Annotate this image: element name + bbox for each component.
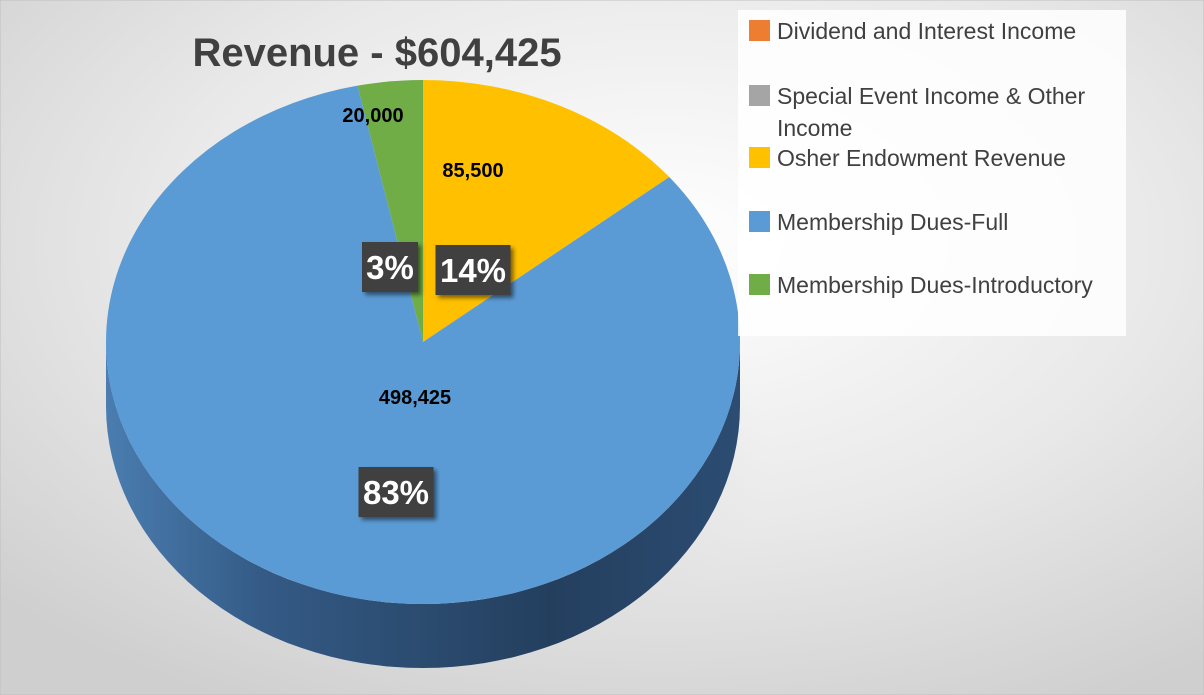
legend-label: Osher Endowment Revenue <box>777 145 1066 171</box>
legend-label: Special Event Income & Other <box>777 83 1085 109</box>
percent-box-membership-dues-full <box>358 467 434 517</box>
legend: Dividend and Interest Income Special Even… <box>749 18 1093 298</box>
legend-swatch <box>749 211 770 232</box>
pie-slice-membership-dues-full <box>106 85 741 604</box>
legend-swatch <box>749 85 770 106</box>
legend-item-osher-endowment-revenue: Osher Endowment Revenue <box>749 145 1066 171</box>
pie-side-face <box>106 342 740 668</box>
legend-swatch <box>749 274 770 295</box>
legend-label: Membership Dues-Introductory <box>777 272 1093 298</box>
value-labels: 85,500 498,425 20,000 <box>342 105 503 409</box>
legend-item-membership-dues-introductory: Membership Dues-Introductory <box>749 272 1093 298</box>
percent-box-membership-dues-introductory <box>362 242 418 292</box>
legend-item-membership-dues-full: Membership Dues-Full <box>749 209 1008 235</box>
percent-box-osher-endowment-revenue <box>435 245 511 295</box>
legend-swatch <box>749 147 770 168</box>
value-label-membership-dues-introductory: 20,000 <box>342 105 403 127</box>
legend-label: Dividend and Interest Income <box>777 18 1076 44</box>
legend-label: Membership Dues-Full <box>777 209 1008 235</box>
percent-label-membership-dues-full: 83% <box>363 474 429 511</box>
legend-item-special-event-income-other-income: Special Event Income & Other Income <box>749 83 1085 141</box>
percent-label-membership-dues-introductory: 3% <box>366 249 414 286</box>
pie-side-wall <box>106 342 740 668</box>
legend-background <box>738 10 1126 336</box>
value-label-membership-dues-full: 498,425 <box>379 387 451 409</box>
value-label-osher-endowment-revenue: 85,500 <box>442 160 503 182</box>
percent-label-osher-endowment-revenue: 14% <box>440 252 506 289</box>
legend-item-dividend-and-interest-income: Dividend and Interest Income <box>749 18 1076 44</box>
pie-slices <box>106 80 741 604</box>
legend-swatch <box>749 20 770 41</box>
percent-labels: 14% 83% 3% <box>358 242 511 517</box>
legend-label: Income <box>777 115 852 141</box>
chart-title: Revenue - $604,425 <box>192 31 561 75</box>
